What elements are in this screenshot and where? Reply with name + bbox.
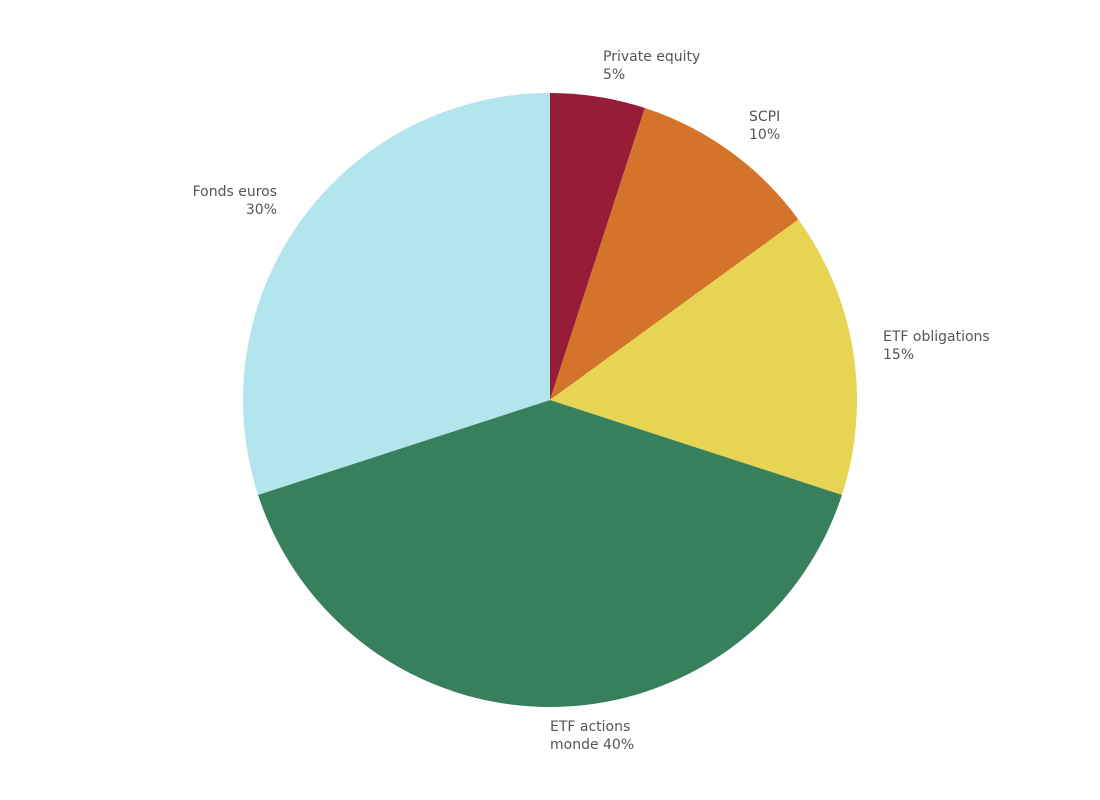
slice-label-private-equity-name: Private equity xyxy=(603,49,701,65)
pie-slice-fonds-euros xyxy=(243,93,551,495)
pie-slice-etf-obligations xyxy=(550,219,857,495)
slice-label-etf-actions-name: ETF actions xyxy=(550,719,631,735)
slice-label-private-equity-value: 5% xyxy=(603,67,626,83)
pie-slice-private-equity xyxy=(550,93,645,400)
slice-label-scpi-value: 10% xyxy=(749,127,781,143)
slice-label-private-equity: Private equity 5% xyxy=(603,48,700,84)
slice-label-scpi: SCPI 10% xyxy=(749,108,780,144)
slice-label-fonds-euros: Fonds euros 30% xyxy=(193,183,277,219)
slice-label-scpi-name: SCPI xyxy=(749,109,781,125)
slice-label-fonds-euros-name: Fonds euros xyxy=(192,184,277,200)
slice-label-etf-actions: ETF actions monde 40% xyxy=(550,718,634,754)
slice-label-etf-obligations-value: 15% xyxy=(883,347,915,363)
slice-label-etf-actions-value: monde 40% xyxy=(550,737,635,753)
slice-label-etf-obligations: ETF obligations 15% xyxy=(883,328,990,364)
pie-slice-etf-actions xyxy=(258,400,842,707)
slice-label-fonds-euros-value: 30% xyxy=(245,202,277,218)
pie-slice-scpi xyxy=(550,108,799,400)
slice-label-etf-obligations-name: ETF obligations xyxy=(883,329,990,345)
